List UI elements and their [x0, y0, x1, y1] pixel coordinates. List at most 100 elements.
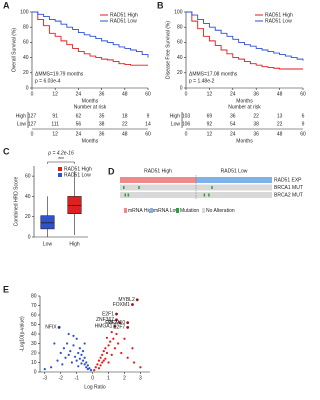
y-axis-title: Overall Survival (%) [11, 28, 17, 73]
risk-value: 35 [99, 113, 105, 119]
legend-swatch [124, 208, 127, 213]
point [67, 332, 70, 336]
mutation [211, 186, 213, 189]
point [115, 318, 118, 322]
x-tick-label: 0 [185, 91, 188, 97]
risk-axis-title: Months [236, 138, 253, 144]
y-tick-label: 0 [180, 85, 183, 91]
point [53, 342, 56, 345]
risk-value: 38 [99, 121, 105, 127]
legend-label: RAD51 Low [265, 18, 292, 24]
risk-tick-label: 0 [185, 131, 188, 137]
y-tick-label: 80 [23, 25, 29, 31]
point [56, 359, 59, 362]
point-label: E2F2 [105, 320, 117, 326]
risk-value: 9 [302, 121, 305, 127]
x-tick-label: 36 [99, 91, 105, 97]
x-tick-label: 0 [31, 91, 34, 97]
risk-value: 69 [207, 113, 213, 119]
point [99, 364, 102, 367]
x-tick-label: 36 [253, 91, 259, 97]
risk-value: 127 [28, 121, 37, 127]
y-tick-label: 80 [177, 25, 183, 31]
risk-tick-label: 12 [207, 131, 213, 137]
x-tick-label: 60 [145, 91, 151, 97]
risk-value: 6 [302, 113, 305, 119]
point [107, 361, 110, 364]
point [73, 355, 77, 358]
y-tick-label: 80 [31, 293, 37, 299]
point [115, 332, 118, 336]
x-tick-label: 48 [277, 91, 283, 97]
risk-value: 22 [122, 121, 128, 127]
point [126, 325, 130, 329]
x-tick-label: 12 [52, 91, 58, 97]
point [104, 357, 107, 360]
y-tick-label: 60 [177, 40, 183, 46]
point [80, 353, 83, 356]
point-label: ZNF367 [96, 317, 114, 323]
point [67, 353, 70, 356]
risk-tick-label: 24 [230, 131, 236, 137]
y-tick-label: 20 [25, 214, 31, 220]
y-axis-title: Disease Free Survival (%) [165, 21, 171, 79]
point [104, 347, 107, 350]
risk-value: 62 [76, 113, 82, 119]
expression-low [196, 177, 272, 183]
risk-value: 111 [51, 121, 59, 127]
point [115, 312, 118, 316]
risk-tick-label: 36 [99, 131, 105, 137]
legend-swatch [176, 208, 179, 213]
point-label: NFIX [45, 325, 57, 331]
legend-label: RAD51 Low [110, 18, 137, 24]
x-tick-label: 48 [122, 91, 128, 97]
x-tick-label: Low [43, 241, 53, 247]
risk-value: 38 [253, 121, 259, 127]
point [59, 351, 62, 355]
risk-tick-label: 60 [300, 131, 306, 137]
x-axis-title: Months [236, 98, 253, 104]
y-tick-label: 40 [25, 194, 31, 200]
panel-label: E [3, 284, 9, 294]
x-tick-label: 0 [91, 375, 94, 381]
x-tick-label: High [69, 241, 80, 247]
y-tick-label: 50 [31, 322, 37, 328]
point [118, 321, 122, 324]
y-tick-label: 20 [23, 70, 29, 76]
y-tick-label: 40 [31, 331, 37, 337]
risk-tick-label: 60 [145, 131, 151, 137]
x-tick-label: -1 [74, 375, 79, 381]
point [105, 351, 109, 355]
panel-label: D [108, 166, 115, 176]
risk-value: 106 [182, 121, 191, 127]
point [105, 336, 109, 339]
point [112, 337, 115, 340]
risk-axis-title: Months [82, 138, 99, 144]
point [131, 347, 134, 350]
point [131, 303, 134, 306]
risk-table-title: Number at risk [74, 104, 107, 110]
significance-bracket [47, 161, 75, 164]
mutation [203, 193, 206, 197]
y-tick-label: 40 [23, 55, 29, 61]
box [67, 196, 82, 214]
survival-curve [32, 11, 148, 66]
legend-swatch [150, 208, 153, 213]
point [57, 325, 61, 329]
legend-swatch [58, 167, 62, 171]
y-tick-label: 60 [25, 173, 31, 179]
risk-value: 22 [277, 121, 283, 127]
survival-curve [32, 11, 149, 58]
point [93, 369, 96, 372]
x-axis-title: Months [82, 98, 99, 104]
point [123, 337, 126, 340]
point [126, 356, 129, 359]
panel-label: A [3, 0, 10, 10]
annotation: ΔMMS=19.79 months [35, 71, 84, 77]
annotation: p = 6.03e-4 [35, 78, 61, 84]
risk-row-label: High [170, 113, 181, 119]
expression-high [120, 177, 196, 183]
point [85, 361, 88, 364]
point [81, 350, 85, 353]
